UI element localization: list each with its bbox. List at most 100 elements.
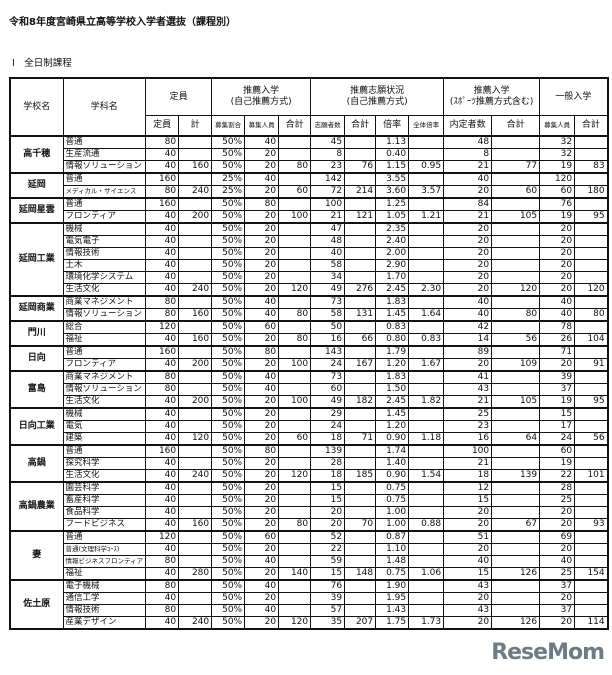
recruit-ratio: 50%: [211, 543, 246, 556]
dept-name: 情報技術: [62, 247, 147, 260]
application-rate: 0.90: [375, 469, 410, 483]
recruit-count: 20: [244, 469, 280, 483]
applicants: 73: [310, 370, 346, 384]
table-row: 電気電子 40 50% 20 48 2.40 20 20: [10, 235, 609, 248]
recruit-count: 80: [244, 345, 280, 359]
dept-name: フロンティア: [62, 358, 147, 372]
capacity: 120: [145, 530, 180, 544]
overall-rate: 1.54: [408, 469, 445, 483]
admitted-count: 84: [443, 197, 493, 211]
capacity: 80: [145, 295, 180, 309]
general-total: [574, 457, 609, 470]
capacity: 80: [145, 185, 180, 199]
admitted-count: 89: [443, 345, 493, 359]
recruit-count: 20: [244, 407, 280, 421]
capacity-total: [178, 444, 213, 458]
school-name: 佐土原: [9, 579, 64, 630]
admitted-total: 120: [491, 283, 541, 297]
admitted-total: [491, 457, 541, 470]
admitted-total: [491, 235, 541, 248]
subheader-4: 合計: [278, 115, 312, 137]
applicants: 18: [310, 432, 346, 446]
capacity: 40: [145, 543, 180, 556]
recruit-count: 40: [244, 295, 280, 309]
table-row: 畜産科学 40 50% 20 15 0.75 15 25: [10, 494, 609, 507]
dept-name: 電子機械: [62, 579, 147, 593]
general-total: [574, 383, 609, 396]
recruit-total: [278, 370, 312, 384]
recruit-total: [278, 259, 312, 272]
applicants-total: 214: [344, 185, 377, 199]
capacity-total: [178, 370, 213, 384]
application-rate: 0.40: [375, 148, 410, 161]
capacity: 40: [145, 506, 180, 519]
overall-rate: [408, 530, 445, 544]
dept-name: 総合: [62, 320, 147, 334]
table-row: 通信工学 40 50% 20 39 1.95 20 20: [10, 592, 609, 605]
general-count: 28: [539, 481, 576, 495]
admitted-total: 126: [491, 616, 541, 630]
recruit-total: [278, 295, 312, 309]
admitted-total: [491, 555, 541, 568]
capacity-total: [178, 530, 213, 544]
applicants-total: 185: [344, 469, 377, 483]
admitted-count: 16: [443, 432, 493, 446]
application-rate: 1.25: [375, 197, 410, 211]
application-rate: 0.90: [375, 432, 410, 446]
admitted-count: 20: [443, 235, 493, 248]
overall-rate: [408, 420, 445, 433]
capacity-total: [178, 481, 213, 495]
recruit-ratio: 50%: [211, 235, 246, 248]
table-row: 情報ソリューション 40 160 50% 20 80 23 76 1.15 0.95 21 77 19 8…: [10, 160, 609, 174]
subheader-2: 募集割合: [211, 115, 246, 137]
applicants-total: 76: [344, 160, 377, 174]
recruit-count: 20: [244, 395, 280, 409]
recruit-ratio: 25%: [211, 185, 246, 199]
recruit-count: 20: [244, 235, 280, 248]
recruit-count: 20: [244, 185, 280, 199]
recruit-ratio: 50%: [211, 579, 246, 593]
general-total: [574, 320, 609, 334]
application-rate: 1.13: [375, 135, 410, 149]
recruit-total: 120: [278, 283, 312, 297]
admitted-total: 80: [491, 308, 541, 322]
school-name: 高鍋: [9, 444, 64, 483]
applicants-total: 207: [344, 616, 377, 630]
overall-rate: 1.06: [408, 567, 445, 581]
general-total: [574, 235, 609, 248]
admitted-count: 43: [443, 579, 493, 593]
recruit-count: 20: [244, 481, 280, 495]
recruit-total: [278, 247, 312, 260]
table-row: 情報ビジネスフロンティア 80 50% 40 59 1.48 40 40: [10, 555, 609, 568]
recruit-count: 20: [244, 160, 280, 174]
applicants: 28: [310, 457, 346, 470]
recruit-total: [278, 592, 312, 605]
header-applications: 推薦志願状況 (自己推薦方式): [310, 77, 445, 116]
admitted-total: 56: [491, 333, 541, 347]
applicants-total: 66: [344, 333, 377, 347]
applicants-total: [344, 579, 377, 593]
recruit-ratio: 50%: [211, 555, 246, 568]
capacity: 40: [145, 518, 180, 532]
applicants-total: [344, 197, 377, 211]
applicants-total: [344, 247, 377, 260]
dept-name: 情報技術: [62, 604, 147, 617]
dept-name: 生活文化: [62, 283, 147, 297]
table-row: 建築 40 120 50% 20 60 18 71 0.90 1.18 16 64 24 56: [10, 432, 609, 446]
dept-name: 産業デザイン: [62, 616, 147, 630]
capacity: 120: [145, 320, 180, 334]
overall-rate: [408, 506, 445, 519]
recruit-total: 100: [278, 395, 312, 409]
applicants-total: [344, 135, 377, 149]
table-row: 延岡星雲 普通 160 50% 80 100 1.25 84 76: [9, 197, 609, 224]
dept-name: 畜産科学: [62, 494, 147, 507]
capacity-total: [178, 420, 213, 433]
capacity-total: 240: [178, 469, 213, 483]
applicants-total: [344, 148, 377, 161]
admitted-count: 41: [443, 370, 493, 384]
recruit-total: [278, 506, 312, 519]
recruit-total: 60: [278, 432, 312, 446]
admitted-count: 15: [443, 494, 493, 507]
dept-name: 電気: [62, 420, 147, 433]
recruit-total: [278, 345, 312, 359]
